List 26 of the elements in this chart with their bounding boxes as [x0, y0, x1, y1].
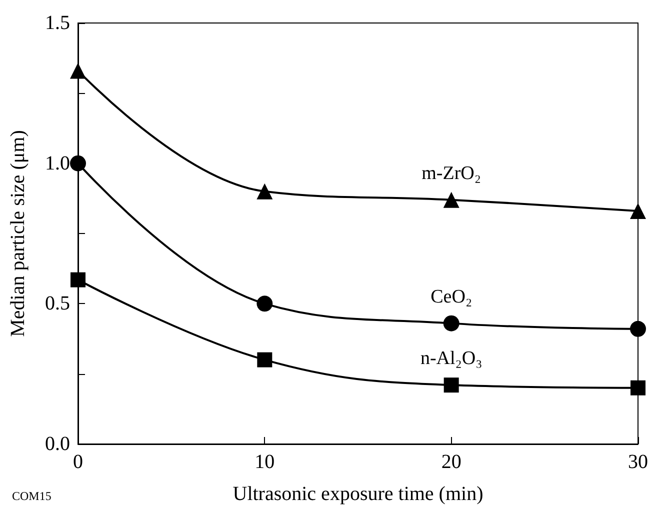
point	[257, 352, 272, 368]
x-tick-label: 10	[254, 451, 275, 473]
point	[444, 378, 459, 393]
y-tick-label: 1.0	[45, 152, 70, 174]
point	[630, 380, 646, 396]
point	[630, 203, 646, 220]
point	[70, 62, 86, 79]
point	[256, 183, 273, 200]
y-tick-label: 0.5	[45, 292, 70, 315]
x-tick-label: 0	[73, 451, 83, 473]
point	[70, 272, 86, 288]
series-label: m-ZrO₂	[422, 162, 482, 184]
y-tick-label: 1.5	[45, 12, 70, 34]
series-label: CeO₂	[430, 286, 472, 308]
series-label: n-Al₂O₃	[420, 348, 482, 370]
y-tick-label: 0.0	[45, 433, 70, 455]
x-tick-label: 30	[628, 451, 648, 473]
text: COM15	[12, 489, 52, 503]
point	[70, 155, 86, 172]
y-axis-title: Median particle size (μm)	[7, 130, 29, 337]
point	[256, 296, 273, 312]
point	[443, 315, 460, 332]
x-tick-label: 20	[441, 451, 462, 473]
x-axis-title: Ultrasonic exposure time (min)	[232, 483, 484, 505]
point	[630, 320, 646, 337]
point	[443, 192, 460, 208]
